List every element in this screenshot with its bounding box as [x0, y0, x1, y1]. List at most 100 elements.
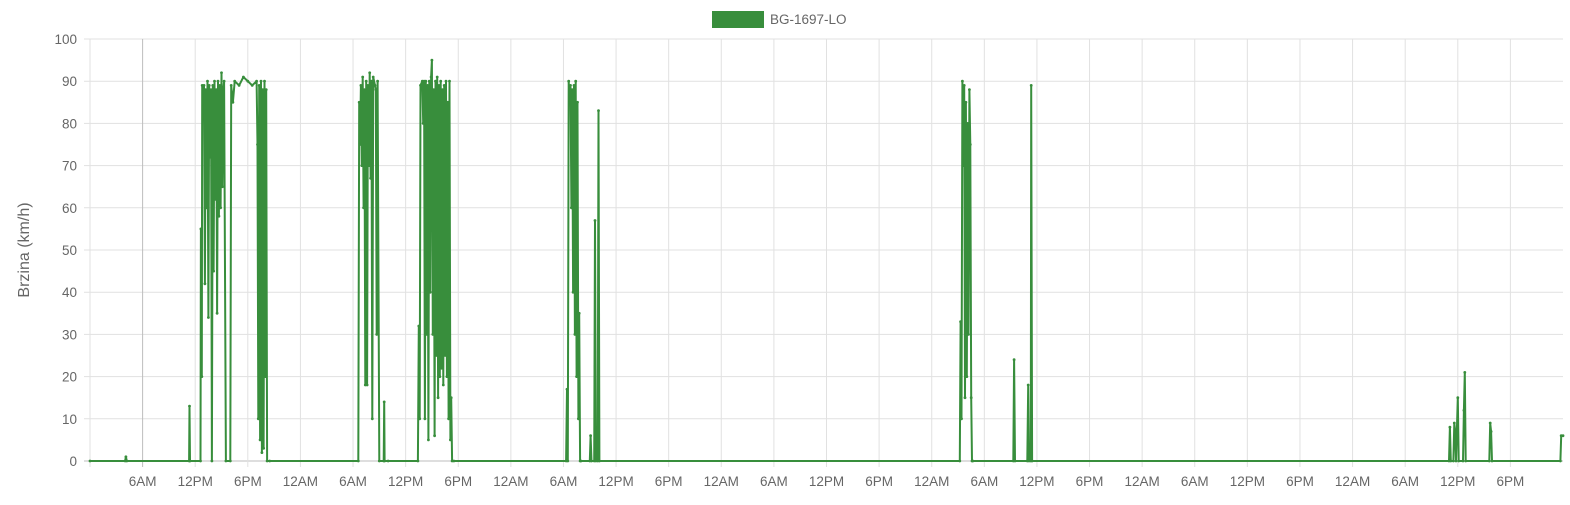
data-point [441, 88, 444, 91]
data-point [963, 396, 967, 400]
data-point [579, 459, 583, 463]
data-point [441, 383, 445, 387]
data-point [1448, 425, 1452, 429]
y-tick-label: 20 [62, 370, 77, 385]
data-point [213, 79, 216, 83]
data-point [968, 143, 972, 146]
data-point [262, 446, 265, 450]
data-point [449, 438, 452, 442]
data-point [567, 79, 571, 83]
data-point [357, 100, 361, 104]
data-point [964, 100, 968, 104]
data-point [969, 396, 973, 400]
data-point [577, 311, 581, 315]
data-point [363, 88, 366, 91]
x-tick-label: 12PM [809, 474, 844, 489]
data-point [565, 387, 569, 391]
x-tick-label: 6PM [1286, 474, 1314, 489]
data-point [1452, 459, 1455, 463]
data-point [1013, 459, 1017, 463]
data-point [440, 366, 443, 370]
data-point [962, 84, 966, 87]
data-point [1029, 84, 1033, 87]
data-point [231, 100, 235, 104]
x-tick-label: 12AM [493, 474, 528, 489]
data-point [209, 88, 213, 91]
data-point [436, 396, 440, 400]
data-point [212, 269, 216, 273]
x-tick-label: 6AM [1181, 474, 1209, 489]
data-point [452, 459, 456, 463]
data-point [427, 438, 430, 442]
data-point [206, 79, 209, 83]
data-point [958, 459, 962, 463]
data-point [429, 75, 433, 79]
data-point [188, 459, 192, 463]
data-point [374, 88, 378, 91]
data-point [571, 290, 575, 294]
x-tick-label: 12PM [178, 474, 213, 489]
data-point [573, 333, 577, 336]
data-point [370, 417, 374, 421]
data-point [449, 396, 453, 400]
data-point [961, 164, 965, 168]
data-point [1012, 358, 1016, 362]
data-point [435, 75, 439, 79]
data-point [1463, 371, 1467, 374]
data-point [88, 459, 92, 463]
data-point [570, 88, 574, 91]
y-tick-label: 100 [54, 32, 77, 47]
data-point [1490, 459, 1494, 463]
data-point [447, 417, 450, 421]
data-point [589, 434, 592, 438]
data-point [265, 459, 269, 463]
x-tick-label: 12AM [704, 474, 739, 489]
x-tick-label: 6AM [339, 474, 367, 489]
data-point [264, 88, 268, 91]
data-point [966, 122, 970, 125]
data-point [1456, 396, 1460, 400]
data-point [424, 79, 428, 83]
data-point [382, 400, 386, 404]
y-axis-tick-labels: 0 10 20 30 40 50 60 70 80 90 100 [54, 32, 77, 469]
data-point [370, 79, 373, 83]
x-tick-label: 6PM [444, 474, 472, 489]
data-point [574, 79, 578, 83]
data-point [242, 75, 245, 79]
x-tick-label: 6PM [865, 474, 893, 489]
data-point [438, 375, 442, 378]
data-point [215, 311, 219, 315]
data-point [430, 58, 434, 62]
data-point [971, 459, 975, 463]
data-point [250, 84, 254, 87]
data-point [221, 88, 225, 91]
data-point [570, 206, 573, 210]
data-point [1487, 459, 1491, 463]
x-tick-label: 12AM [1125, 474, 1160, 489]
data-point [416, 459, 420, 463]
y-tick-label: 30 [62, 327, 77, 342]
data-point [205, 206, 209, 210]
data-point [444, 79, 448, 83]
data-point [575, 375, 578, 378]
x-tick-label: 12PM [1019, 474, 1054, 489]
x-tick-label: 12PM [1230, 474, 1265, 489]
grid-lines [84, 38, 1563, 467]
data-point [367, 164, 371, 168]
data-point [1449, 459, 1453, 463]
data-point [358, 143, 362, 146]
legend[interactable]: BG-1697-LO [712, 11, 847, 28]
data-point [124, 455, 128, 459]
x-tick-label: 6PM [655, 474, 683, 489]
data-point [437, 84, 441, 87]
x-tick-label: 6AM [970, 474, 998, 489]
data-point [421, 122, 425, 125]
y-tick-label: 60 [62, 201, 77, 216]
legend-label: BG-1697-LO [770, 12, 847, 27]
data-point [371, 75, 375, 79]
x-tick-label: 12AM [283, 474, 318, 489]
x-tick-label: 12PM [598, 474, 633, 489]
data-point [443, 354, 447, 357]
data-point [199, 459, 202, 463]
data-point [260, 451, 264, 454]
